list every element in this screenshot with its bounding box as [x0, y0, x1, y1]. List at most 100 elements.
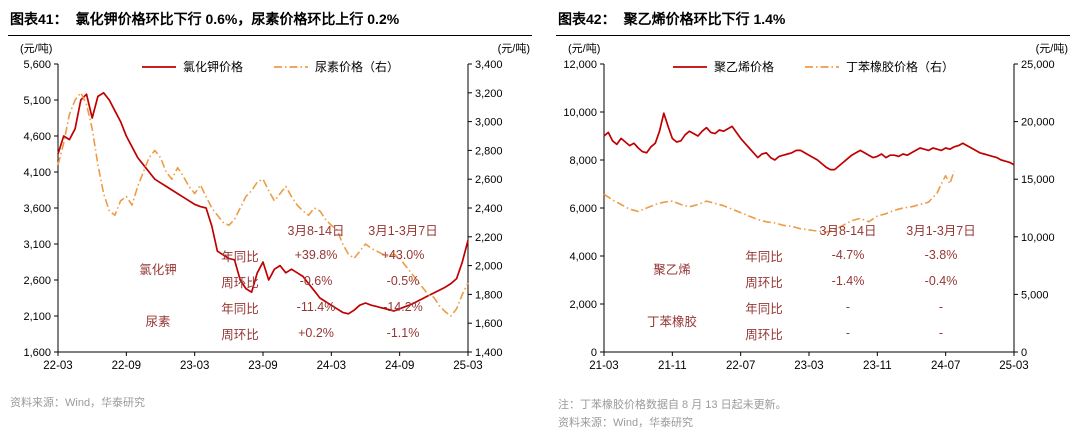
- y-tick-label-right: 2,200: [475, 232, 503, 244]
- table-col-header: 3月8-14日: [819, 223, 877, 238]
- x-tick-label: 21-03: [589, 360, 618, 372]
- table-value: -: [938, 326, 944, 340]
- y-tick-label-left: 6,000: [569, 203, 597, 215]
- table-value: +0.2%: [298, 326, 334, 340]
- y-tick-label-right: 1,800: [475, 289, 503, 301]
- legend-line-sample-icon: [141, 65, 176, 68]
- legend-label: 氯化钾价格: [182, 60, 243, 74]
- y-tick-label-right: 20,000: [1021, 117, 1055, 129]
- y-tick-label-right: 25,000: [1021, 59, 1055, 71]
- y-tick-label-right: 5,000: [1021, 289, 1049, 301]
- series-line-1: [603, 170, 955, 233]
- y-tick-label-right: 2,000: [475, 261, 503, 273]
- y-tick-label-left: 2,600: [23, 275, 51, 287]
- y-tick-label-right: 2,400: [475, 203, 503, 215]
- stats-table: 3月8-14日 3月1-3月7日 氯化钾 年同比 +39.8% +43.0% 周环比 -0.6…: [112, 216, 450, 346]
- chart-area: (元/吨) (元/吨) 聚乙烯价格 丁苯橡胶价格（右） 0 2,000 4,000 6,…: [556, 38, 1070, 390]
- left-axis-unit-label: (元/吨): [20, 43, 53, 55]
- x-tick-label: 21-11: [658, 360, 687, 372]
- table-value: -1.1%: [386, 326, 420, 340]
- table-metric-label: 年同比: [745, 301, 783, 316]
- y-tick-label-left: 2,100: [23, 311, 51, 323]
- table-group-label: 丁苯橡胶: [646, 314, 697, 329]
- legend: 氯化钾价格 尿素价格（右）: [8, 58, 532, 75]
- y-tick-label-left: 12,000: [563, 59, 597, 71]
- legend: 聚乙烯价格 丁苯橡胶价格（右）: [556, 58, 1070, 75]
- table-value: -: [845, 326, 851, 340]
- y-tick-label-right: 1,600: [475, 318, 503, 330]
- legend-label: 聚乙烯价格: [713, 60, 774, 74]
- table-metric-label: 周环比: [745, 275, 783, 290]
- table-col-header: 3月1-3月7日: [368, 223, 438, 238]
- legend-item: 氯化钾价格: [141, 58, 243, 75]
- x-tick-label: 23-09: [248, 360, 277, 372]
- y-tick-label-left: 8,000: [569, 155, 597, 167]
- y-tick-label-right: 3,200: [475, 88, 503, 100]
- y-tick-label-right: 2,600: [475, 174, 503, 186]
- legend-label: 丁苯橡胶价格（右）: [846, 60, 955, 74]
- table-group-label: 氯化钾: [139, 262, 177, 277]
- table-value: -11.4%: [296, 300, 336, 314]
- figure-title: 图表41： 氯化钾价格环比下行 0.6%，尿素价格环比上行 0.2%: [8, 6, 532, 36]
- x-tick-label: 24-03: [317, 360, 346, 372]
- figure-title: 图表42： 聚乙烯价格环比下行 1.4%: [556, 6, 1070, 36]
- series-line-0: [57, 91, 469, 315]
- y-tick-label-right: 2,800: [475, 145, 503, 157]
- table-group-label: 尿素: [145, 314, 171, 329]
- table-value: -14.2%: [383, 300, 423, 314]
- source-note: 资料来源：Wind，华泰研究: [10, 397, 146, 409]
- legend-label: 尿素价格（右）: [315, 60, 400, 74]
- table-value: -1.4%: [831, 274, 865, 288]
- series-line-1: [57, 91, 469, 317]
- y-tick-label-left: 5,100: [23, 95, 51, 107]
- table-value: -0.5%: [386, 274, 420, 288]
- table-value: -: [845, 300, 851, 314]
- table-col-header: 3月1-3月7日: [906, 223, 976, 238]
- y-tick-label-left: 3,600: [23, 203, 51, 215]
- table-value: -: [938, 300, 944, 314]
- legend-line-sample-icon: [805, 65, 839, 68]
- figure-caption: 聚乙烯价格环比下行 1.4%: [623, 11, 786, 27]
- y-tick-label-left: 3,100: [23, 239, 51, 251]
- x-tick-label: 23-03: [180, 360, 209, 372]
- table-metric-label: 周环比: [745, 327, 783, 342]
- source-note: 资料来源：Wind，华泰研究: [558, 417, 694, 429]
- table-value: +39.8%: [294, 248, 338, 262]
- y-tick-label-left: 4,000: [569, 251, 597, 263]
- legend-item: 尿素价格（右）: [273, 58, 399, 75]
- y-tick-label-left: 10,000: [563, 107, 597, 119]
- y-tick-label-left: 1,600: [23, 347, 51, 359]
- right-axis-unit-label: (元/吨): [1035, 43, 1068, 55]
- table-value: -0.4%: [924, 274, 958, 288]
- table-group-label: 聚乙烯: [653, 262, 691, 277]
- chart-area: (元/吨) (元/吨) 氯化钾价格 尿素价格（右） 1,600 2,100 2,600…: [8, 38, 532, 390]
- x-tick-label: 23-11: [863, 360, 892, 372]
- y-tick-label-left: 5,600: [23, 59, 51, 71]
- chart-panel-polyethylene-sbr: 图表42： 聚乙烯价格环比下行 1.4% (元/吨) (元/吨) 聚乙烯价格丁苯橡…: [556, 6, 1070, 430]
- left-axis-unit-label: (元/吨): [568, 43, 601, 55]
- x-tick-label: 22-07: [726, 360, 755, 372]
- table-metric-label: 周环比: [221, 327, 259, 342]
- table-value: -0.6%: [299, 274, 333, 288]
- legend-item: 丁苯橡胶价格（右）: [804, 58, 954, 75]
- line-chart: 0 2,000 4,000 6,000 8,000 10,000 12,000 0 5,000 1…: [563, 59, 1055, 372]
- table-metric-label: 年同比: [221, 249, 259, 264]
- table-value: -4.7%: [831, 248, 865, 262]
- x-tick-label: 24-07: [931, 360, 960, 372]
- y-tick-label-right: 3,000: [475, 117, 503, 129]
- right-axis-unit-label: (元/吨): [497, 43, 530, 55]
- table-metric-label: 年同比: [745, 249, 783, 264]
- x-tick-label: 24-09: [385, 360, 414, 372]
- table-metric-label: 年同比: [221, 301, 259, 316]
- y-tick-label-left: 4,100: [23, 167, 51, 179]
- x-tick-label: 25-03: [453, 360, 482, 372]
- footnote: 注：丁苯橡胶价格数据自 8 月 13 日起未更新。: [558, 399, 787, 411]
- table-value: +43.0%: [381, 248, 425, 262]
- x-tick-label: 23-03: [794, 360, 823, 372]
- legend-item: 聚乙烯价格: [672, 58, 774, 75]
- x-tick-label: 22-03: [43, 360, 72, 372]
- legend-line-sample-icon: [672, 65, 707, 68]
- y-tick-label-right: 10,000: [1021, 232, 1055, 244]
- legend-line-sample-icon: [274, 65, 308, 68]
